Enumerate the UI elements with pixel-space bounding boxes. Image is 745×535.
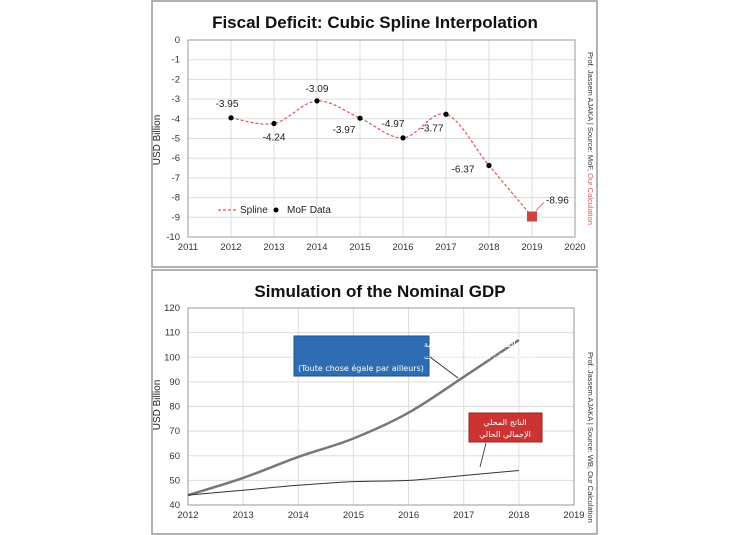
mof-data-point <box>314 98 320 104</box>
y-tick-label: -10 <box>166 232 180 243</box>
plot-area <box>187 39 576 238</box>
y-tick-label: 110 <box>165 328 180 339</box>
x-tick-label: 2019 <box>563 510 584 521</box>
simulated-gdp-annotation: محاكاة للناتج المحلي الإجمالي في فرضية أ… <box>293 335 560 379</box>
data-label: -4.97 <box>382 119 405 130</box>
y-tick-label: -4 <box>172 114 180 125</box>
x-tick-label: 2012 <box>177 510 198 521</box>
mof-data-point <box>228 115 234 121</box>
legend-mof-label: MoF Data <box>287 205 331 216</box>
x-tick-label: 2020 <box>564 242 585 253</box>
simulated-gdp-arrow <box>429 356 459 379</box>
bottom-panel <box>151 269 598 535</box>
y-tick-label: -9 <box>172 212 180 223</box>
y-tick-label: -8 <box>172 193 180 204</box>
bottom-chart-title: Simulation of the Nominal GDP <box>254 282 505 301</box>
forecast-label-leader <box>535 202 545 211</box>
x-tick-label: 2018 <box>478 242 499 253</box>
simulated-gdp-text-2: أن العجز كان أستخدم كإستثمارات <box>424 351 537 362</box>
data-label: -6.37 <box>452 164 475 175</box>
mof-data-point <box>271 120 277 127</box>
y-tick-label: 40 <box>169 500 180 511</box>
y-tick-label: 120 <box>164 303 180 314</box>
y-tick-label: -5 <box>172 134 180 145</box>
y-tick-label: 50 <box>169 475 180 486</box>
y-tick-label: -1 <box>172 55 180 66</box>
forecast-point-marker <box>527 211 537 222</box>
x-tick-label: 2017 <box>453 510 474 521</box>
data-label: -3.77 <box>421 123 444 134</box>
top-grid: 2011 2012 2013 2014 2015 2016 2017 2018 2019 2020… <box>166 35 585 253</box>
x-tick-label: 2012 <box>220 242 241 253</box>
mof-data-point <box>400 135 406 141</box>
top-side-note-highlight: Our Calculation <box>586 173 595 225</box>
x-tick-label: 2018 <box>508 510 529 521</box>
y-tick-label: 90 <box>169 377 180 388</box>
x-tick-label: 2015 <box>349 242 370 253</box>
y-tick-label: -2 <box>172 74 180 85</box>
y-tick-label: 60 <box>169 451 180 462</box>
bottom-marks <box>187 338 520 497</box>
plot-area <box>187 307 575 506</box>
actual-gdp-annotation: الناتج المحلي الإجمالي الحالي <box>468 412 543 468</box>
top-chart-title: Fiscal Deficit: Cubic Spline Interpolati… <box>212 13 538 32</box>
actual-gdp-box <box>468 412 543 443</box>
data-label: -3.09 <box>306 84 329 95</box>
bottom-side-note: Prof. Jassem AJAKA | Source: WB, Our Cal… <box>586 352 595 523</box>
y-tick-label: 80 <box>169 402 180 413</box>
top-y-axis-label: USD Billion <box>152 115 163 166</box>
bottom-grid: 2012 2013 2014 2015 2016 2017 2018 2019 120 110 10… <box>164 303 584 521</box>
simulated-gdp-line <box>187 338 520 497</box>
x-tick-label: 2014 <box>288 510 309 521</box>
actual-gdp-text-2: الإجمالي الحالي <box>479 430 531 440</box>
data-label: -4.24 <box>263 133 286 144</box>
x-tick-label: 2015 <box>343 510 364 521</box>
mof-data-point <box>357 115 363 121</box>
actual-gdp-line <box>187 470 519 496</box>
simulated-gdp-text-3: (Toute chose égale par ailleurs) <box>298 363 424 373</box>
y-tick-label: 70 <box>169 426 180 437</box>
legend-mof-swatch <box>273 207 279 213</box>
y-tick-label: -6 <box>172 153 180 164</box>
top-side-note-text: Prof. Jassem AJAKA | Source: MoF, <box>586 52 595 173</box>
y-tick-label: -7 <box>172 173 180 184</box>
data-label: -3.95 <box>216 99 239 110</box>
y-tick-label: -3 <box>172 94 180 105</box>
x-tick-label: 2017 <box>435 242 456 253</box>
forecast-data-label: -8.96 <box>546 196 569 207</box>
x-tick-label: 2013 <box>233 510 254 521</box>
x-tick-label: 2019 <box>521 242 542 253</box>
simulated-gdp-text-1: محاكاة للناتج المحلي الإجمالي في فرضية <box>424 340 560 350</box>
mof-data-point <box>486 162 492 169</box>
x-tick-label: 2016 <box>398 510 419 521</box>
top-legend: Spline MoF Data <box>218 205 331 216</box>
top-marks: -3.95 -4.24 -3.09 -3.97 -4.97 -3.77 -6.37 -8.96 <box>216 84 569 222</box>
actual-gdp-text-1: الناتج المحلي <box>483 418 526 427</box>
legend-spline-label: Spline <box>240 205 268 216</box>
top-panel <box>151 0 598 268</box>
top-side-note: Prof. Jassem AJAKA | Source: MoF, Our Ca… <box>586 52 595 225</box>
y-tick-label: 0 <box>175 35 180 46</box>
x-tick-label: 2014 <box>306 242 327 253</box>
simulated-gdp-box <box>293 335 430 377</box>
bottom-y-axis-label: USD Billion <box>152 380 163 431</box>
actual-gdp-arrow <box>479 442 487 468</box>
y-tick-label: 100 <box>164 352 180 363</box>
data-label: -3.97 <box>333 125 356 136</box>
x-tick-label: 2013 <box>263 242 284 253</box>
x-tick-label: 2016 <box>392 242 413 253</box>
mof-data-point <box>443 111 449 117</box>
x-tick-label: 2011 <box>178 242 198 253</box>
